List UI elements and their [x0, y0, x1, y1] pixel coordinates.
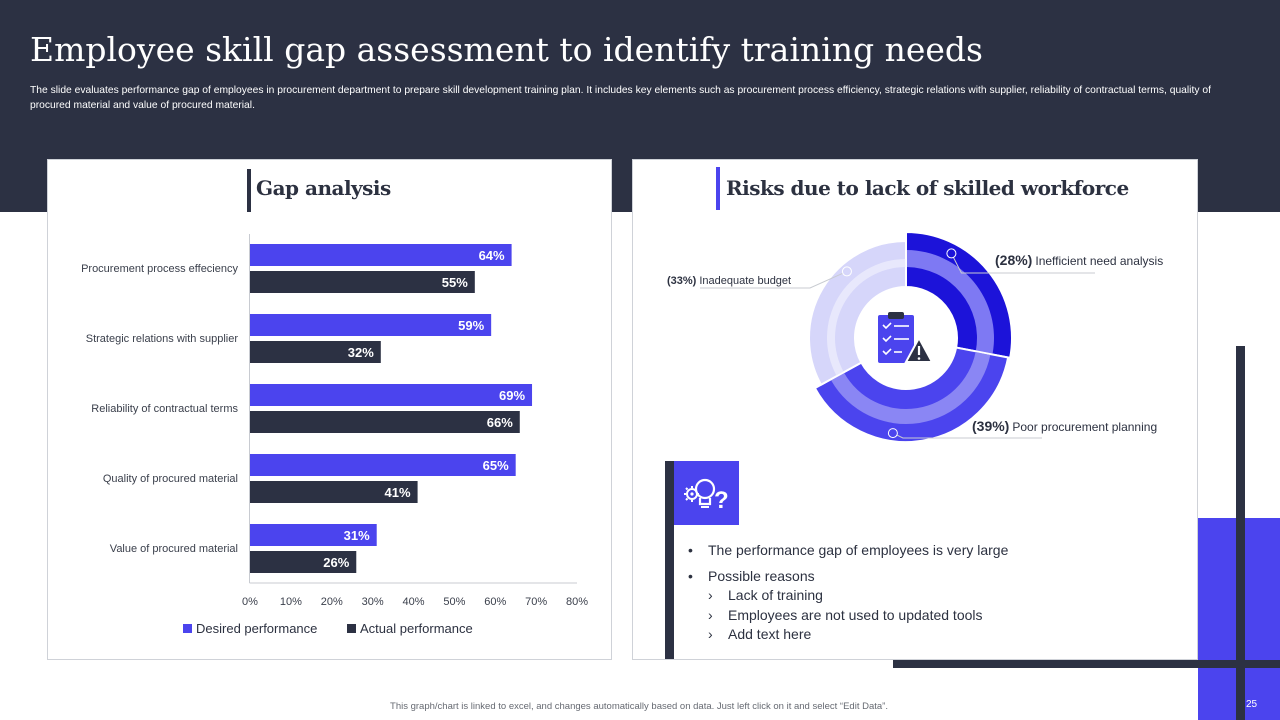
legend-actual-label: Actual performance: [360, 621, 473, 636]
reason-item: Employees are not used to updated tools: [688, 606, 1008, 626]
decor-horizontal-line: [893, 660, 1280, 668]
legend-actual: Actual performance: [347, 621, 473, 636]
reason-item: Lack of training: [688, 586, 1008, 606]
risks-heading: Risks due to lack of skilled workforce: [726, 176, 1129, 200]
footer-note: This graph/chart is linked to excel, and…: [390, 701, 888, 712]
insight-bullet: The performance gap of employees is very…: [688, 540, 1008, 560]
risks-heading-bar: [716, 167, 720, 210]
gap-heading-bar: [247, 169, 251, 212]
legend-desired-swatch: [183, 624, 192, 633]
lightbulb-gear-question-icon: ?: [684, 478, 729, 514]
reason-item: Add text here: [688, 625, 1008, 645]
insights-icon-box: ?: [674, 461, 739, 525]
insight-bullet: Possible reasons: [688, 566, 1008, 586]
insights-bar: [665, 461, 674, 659]
gap-analysis-panel: [47, 159, 612, 660]
page-description: The slide evaluates performance gap of e…: [30, 85, 1211, 111]
legend-actual-swatch: [347, 624, 356, 633]
legend-desired: Desired performance: [183, 621, 317, 636]
svg-text:?: ?: [714, 487, 729, 514]
page-number: 25: [1246, 699, 1258, 710]
insights-list: The performance gap of employees is very…: [688, 540, 1008, 645]
page-title: Employee skill gap assessment to identif…: [30, 30, 983, 69]
legend-desired-label: Desired performance: [196, 621, 318, 636]
decor-vertical-line: [1236, 346, 1245, 720]
gap-analysis-heading: Gap analysis: [256, 176, 391, 200]
